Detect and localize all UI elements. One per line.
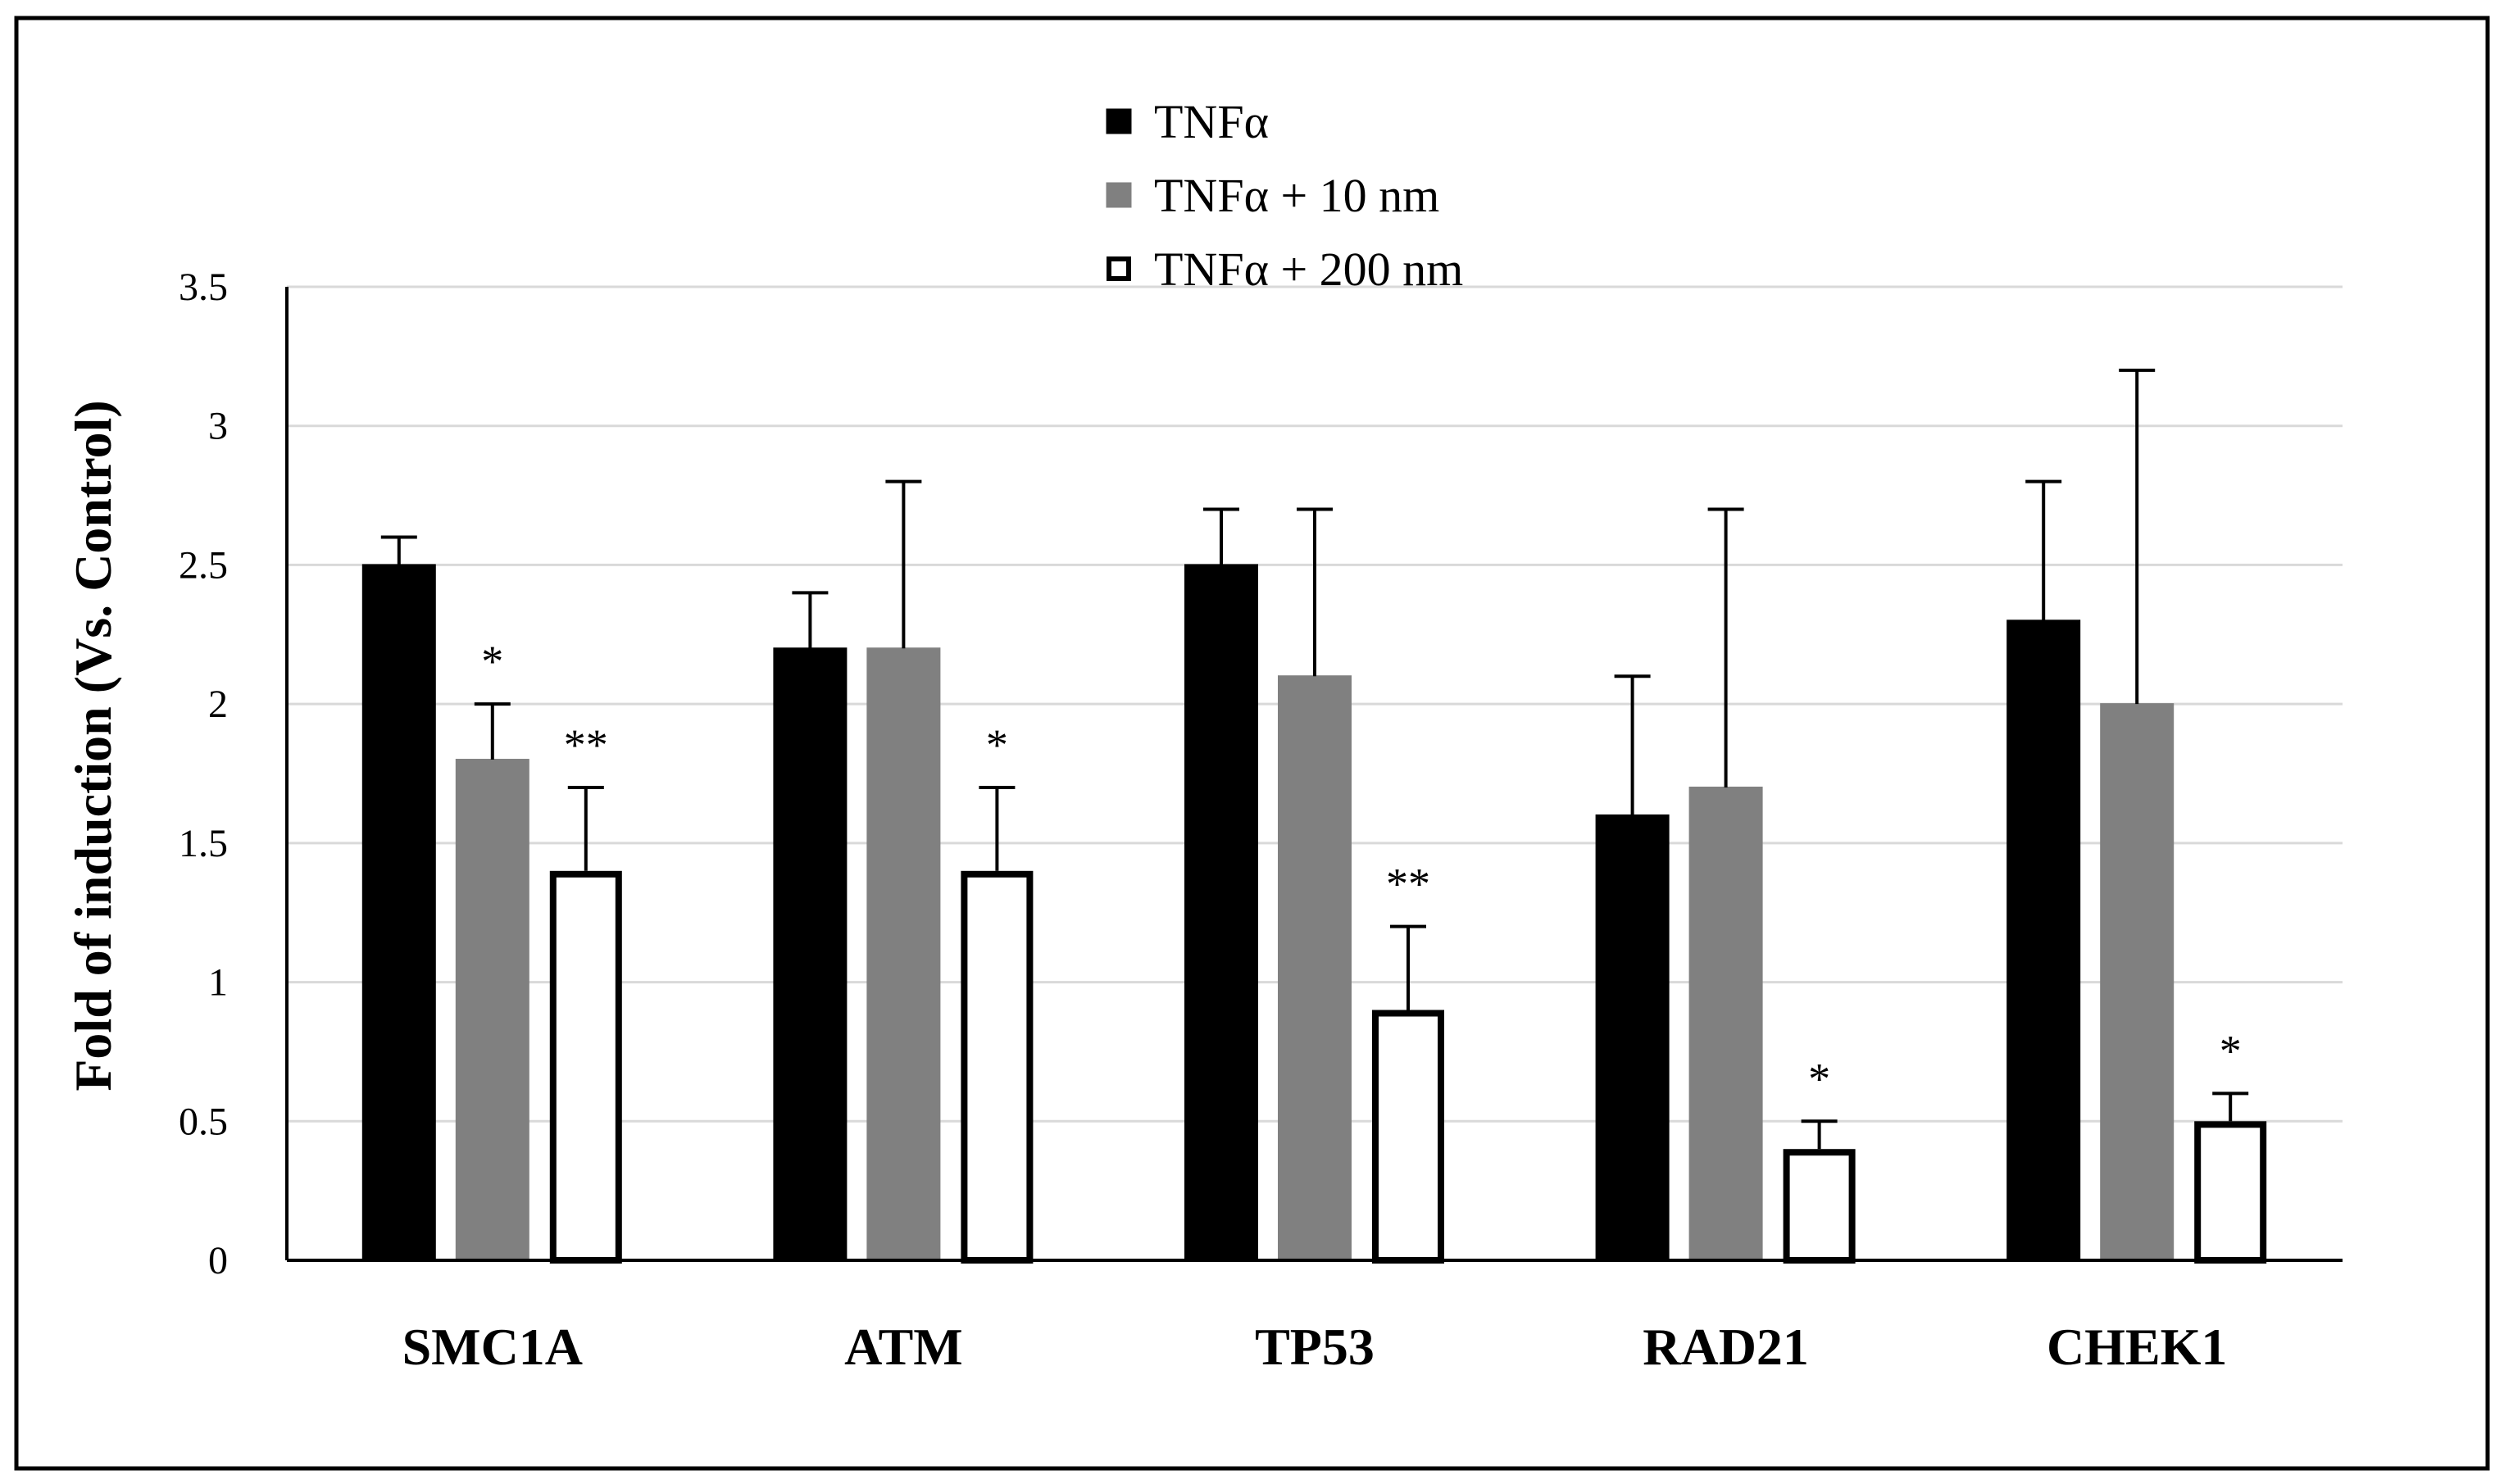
x-category-label: CHEK1: [2047, 1318, 2227, 1376]
significance-annotation: **: [564, 720, 608, 769]
y-tick-label: 2: [208, 683, 228, 726]
y-tick-label: 0: [208, 1239, 228, 1282]
bar: [455, 759, 529, 1261]
bar: [1595, 814, 1670, 1261]
y-tick-label: 3: [208, 405, 228, 448]
x-category-label: TP53: [1255, 1318, 1375, 1376]
significance-annotation: **: [1386, 860, 1430, 909]
bar: [866, 647, 941, 1261]
significance-annotation: *: [481, 637, 503, 686]
legend-label: TNFα + 10 nm: [1154, 169, 1439, 222]
bar: [1278, 675, 1352, 1261]
bar: [1688, 786, 1763, 1261]
bars: [361, 564, 2267, 1264]
significance-annotation: *: [986, 720, 1008, 769]
y-tick-label: 1: [208, 961, 228, 1005]
significance-annotation: *: [2220, 1026, 2242, 1075]
bar: [2006, 619, 2081, 1261]
error-bars: [380, 368, 2249, 1150]
axes: [285, 287, 2343, 1262]
bar: [961, 870, 1034, 1264]
legend-label: TNFα: [1154, 95, 1269, 148]
bar: [773, 647, 848, 1261]
x-category-label: RAD21: [1643, 1318, 1809, 1376]
bar: [1184, 564, 1258, 1261]
bar: [1783, 1149, 1856, 1264]
significance-annotations: *** *****: [481, 637, 2241, 1103]
legend-swatch: [1106, 182, 1132, 208]
legend-label: TNFα + 200 nm: [1154, 243, 1463, 296]
x-category-label: ATM: [844, 1318, 963, 1376]
bar: [2194, 1121, 2267, 1264]
bar: [549, 870, 622, 1264]
y-tick-label: 1.5: [179, 822, 228, 865]
legend-swatch: [1107, 256, 1131, 281]
y-tick-label: 3.5: [179, 265, 228, 309]
legend: TNFα TNFα + 10 nm TNFα + 200 nm: [1106, 95, 1463, 296]
legend-swatch: [1106, 108, 1132, 134]
y-tick-label: 0.5: [179, 1100, 228, 1143]
y-axis-title: Fold of induction (Vs. Control): [64, 400, 122, 1091]
bar: [1372, 1010, 1444, 1264]
y-tick-labels: 0 0.5 1 1.5 2 2.5 3 3.5: [179, 265, 228, 1282]
x-category-labels: SMC1A ATM TP53 RAD21 CHEK1: [402, 1318, 2228, 1376]
bar: [361, 564, 436, 1261]
x-category-label: SMC1A: [402, 1318, 583, 1376]
bar: [2100, 703, 2175, 1261]
y-tick-label: 2.5: [179, 543, 228, 587]
significance-annotation: *: [1808, 1054, 1830, 1103]
